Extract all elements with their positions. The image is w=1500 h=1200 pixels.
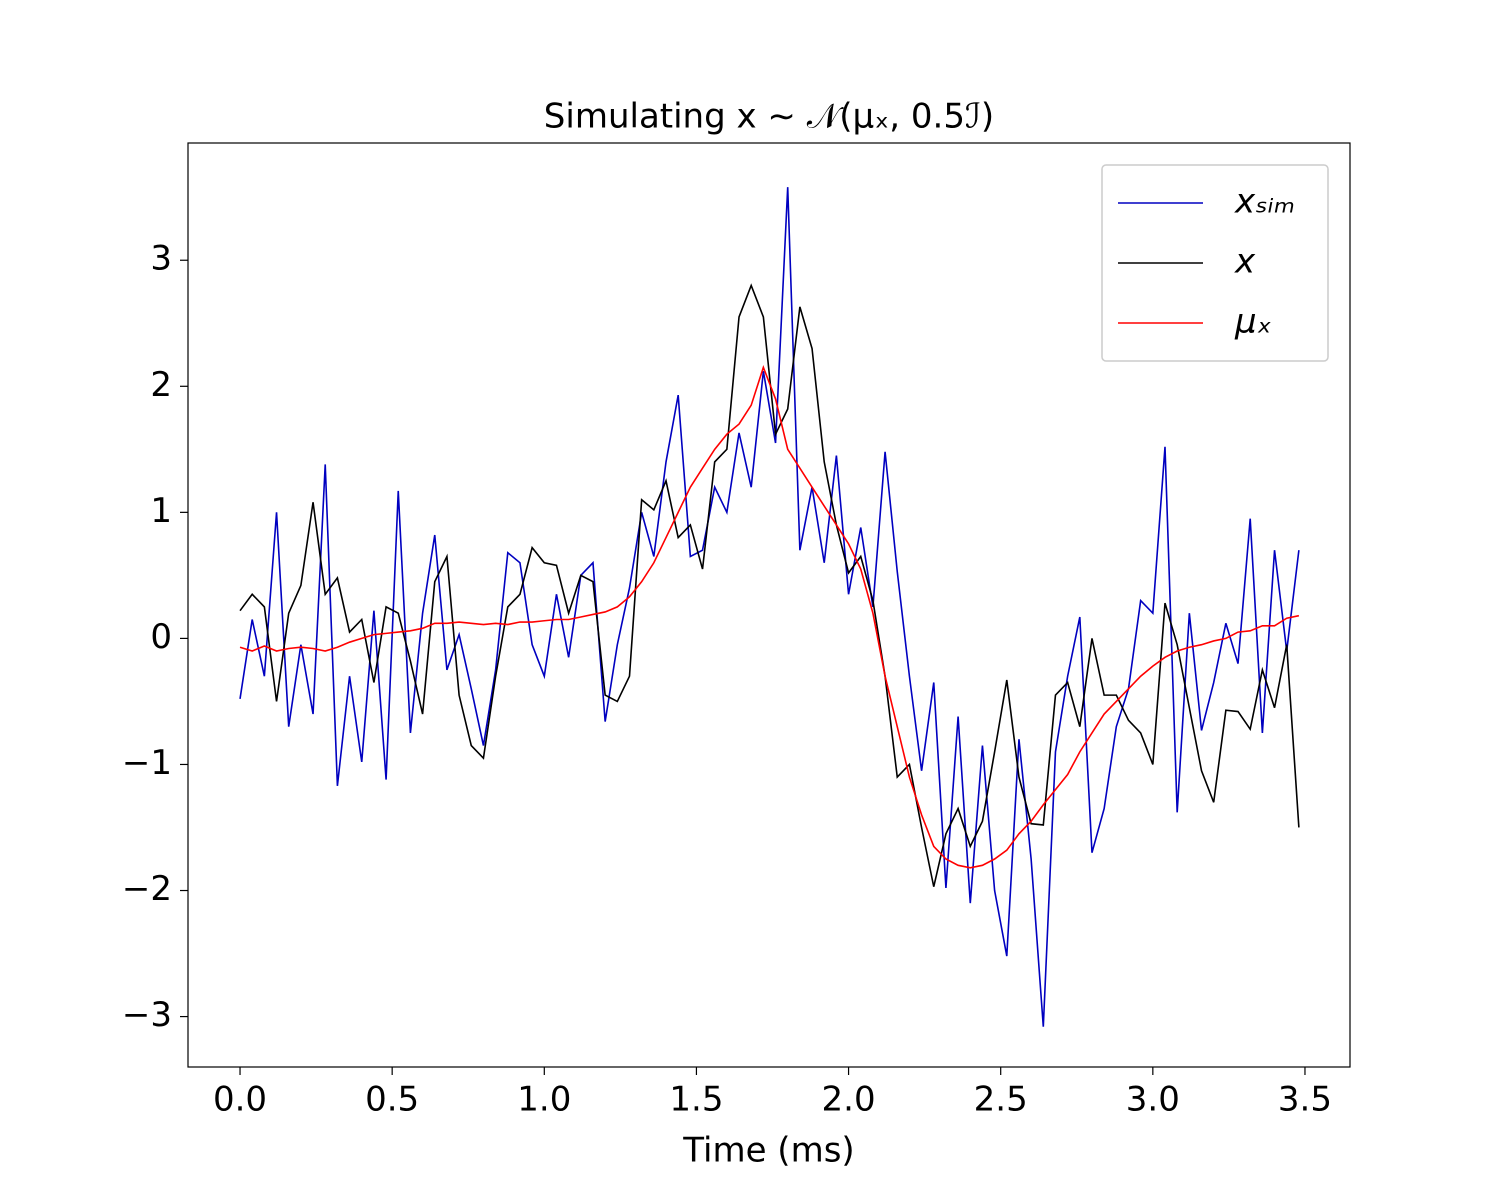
y-tick-label: 2 — [150, 365, 172, 405]
x-tick-label: 0.0 — [213, 1080, 267, 1120]
x-tick-label: 2.5 — [974, 1080, 1028, 1120]
x-tick-label: 3.5 — [1278, 1080, 1332, 1120]
plot-frame — [187, 142, 1351, 1068]
y-tick-label: 0 — [150, 617, 172, 657]
x-tick-label: 2.0 — [822, 1080, 876, 1120]
x-tick-label: 3.0 — [1126, 1080, 1180, 1120]
y-tick-label: 1 — [150, 491, 172, 531]
x-tick-label: 1.0 — [517, 1080, 571, 1120]
x-tick-label: 1.5 — [669, 1080, 723, 1120]
x-tick-label: 0.5 — [365, 1080, 419, 1120]
chart-title: Simulating x ∼ 𝒩(μₓ, 0.5ℐ) — [544, 97, 994, 137]
data-line — [239, 283, 1300, 887]
legend-box — [1101, 164, 1329, 362]
y-tick-label: −1 — [122, 743, 172, 783]
data-line — [239, 364, 1300, 869]
legend-label: xₛᵢₘ — [1234, 182, 1295, 222]
legend-label: x — [1234, 242, 1256, 282]
y-tick-label: 3 — [150, 239, 172, 279]
legend-label: μₓ — [1234, 302, 1272, 342]
y-tick-label: −3 — [122, 995, 172, 1035]
y-tick-label: −2 — [122, 869, 172, 909]
x-axis-label: Time (ms) — [682, 1131, 854, 1171]
